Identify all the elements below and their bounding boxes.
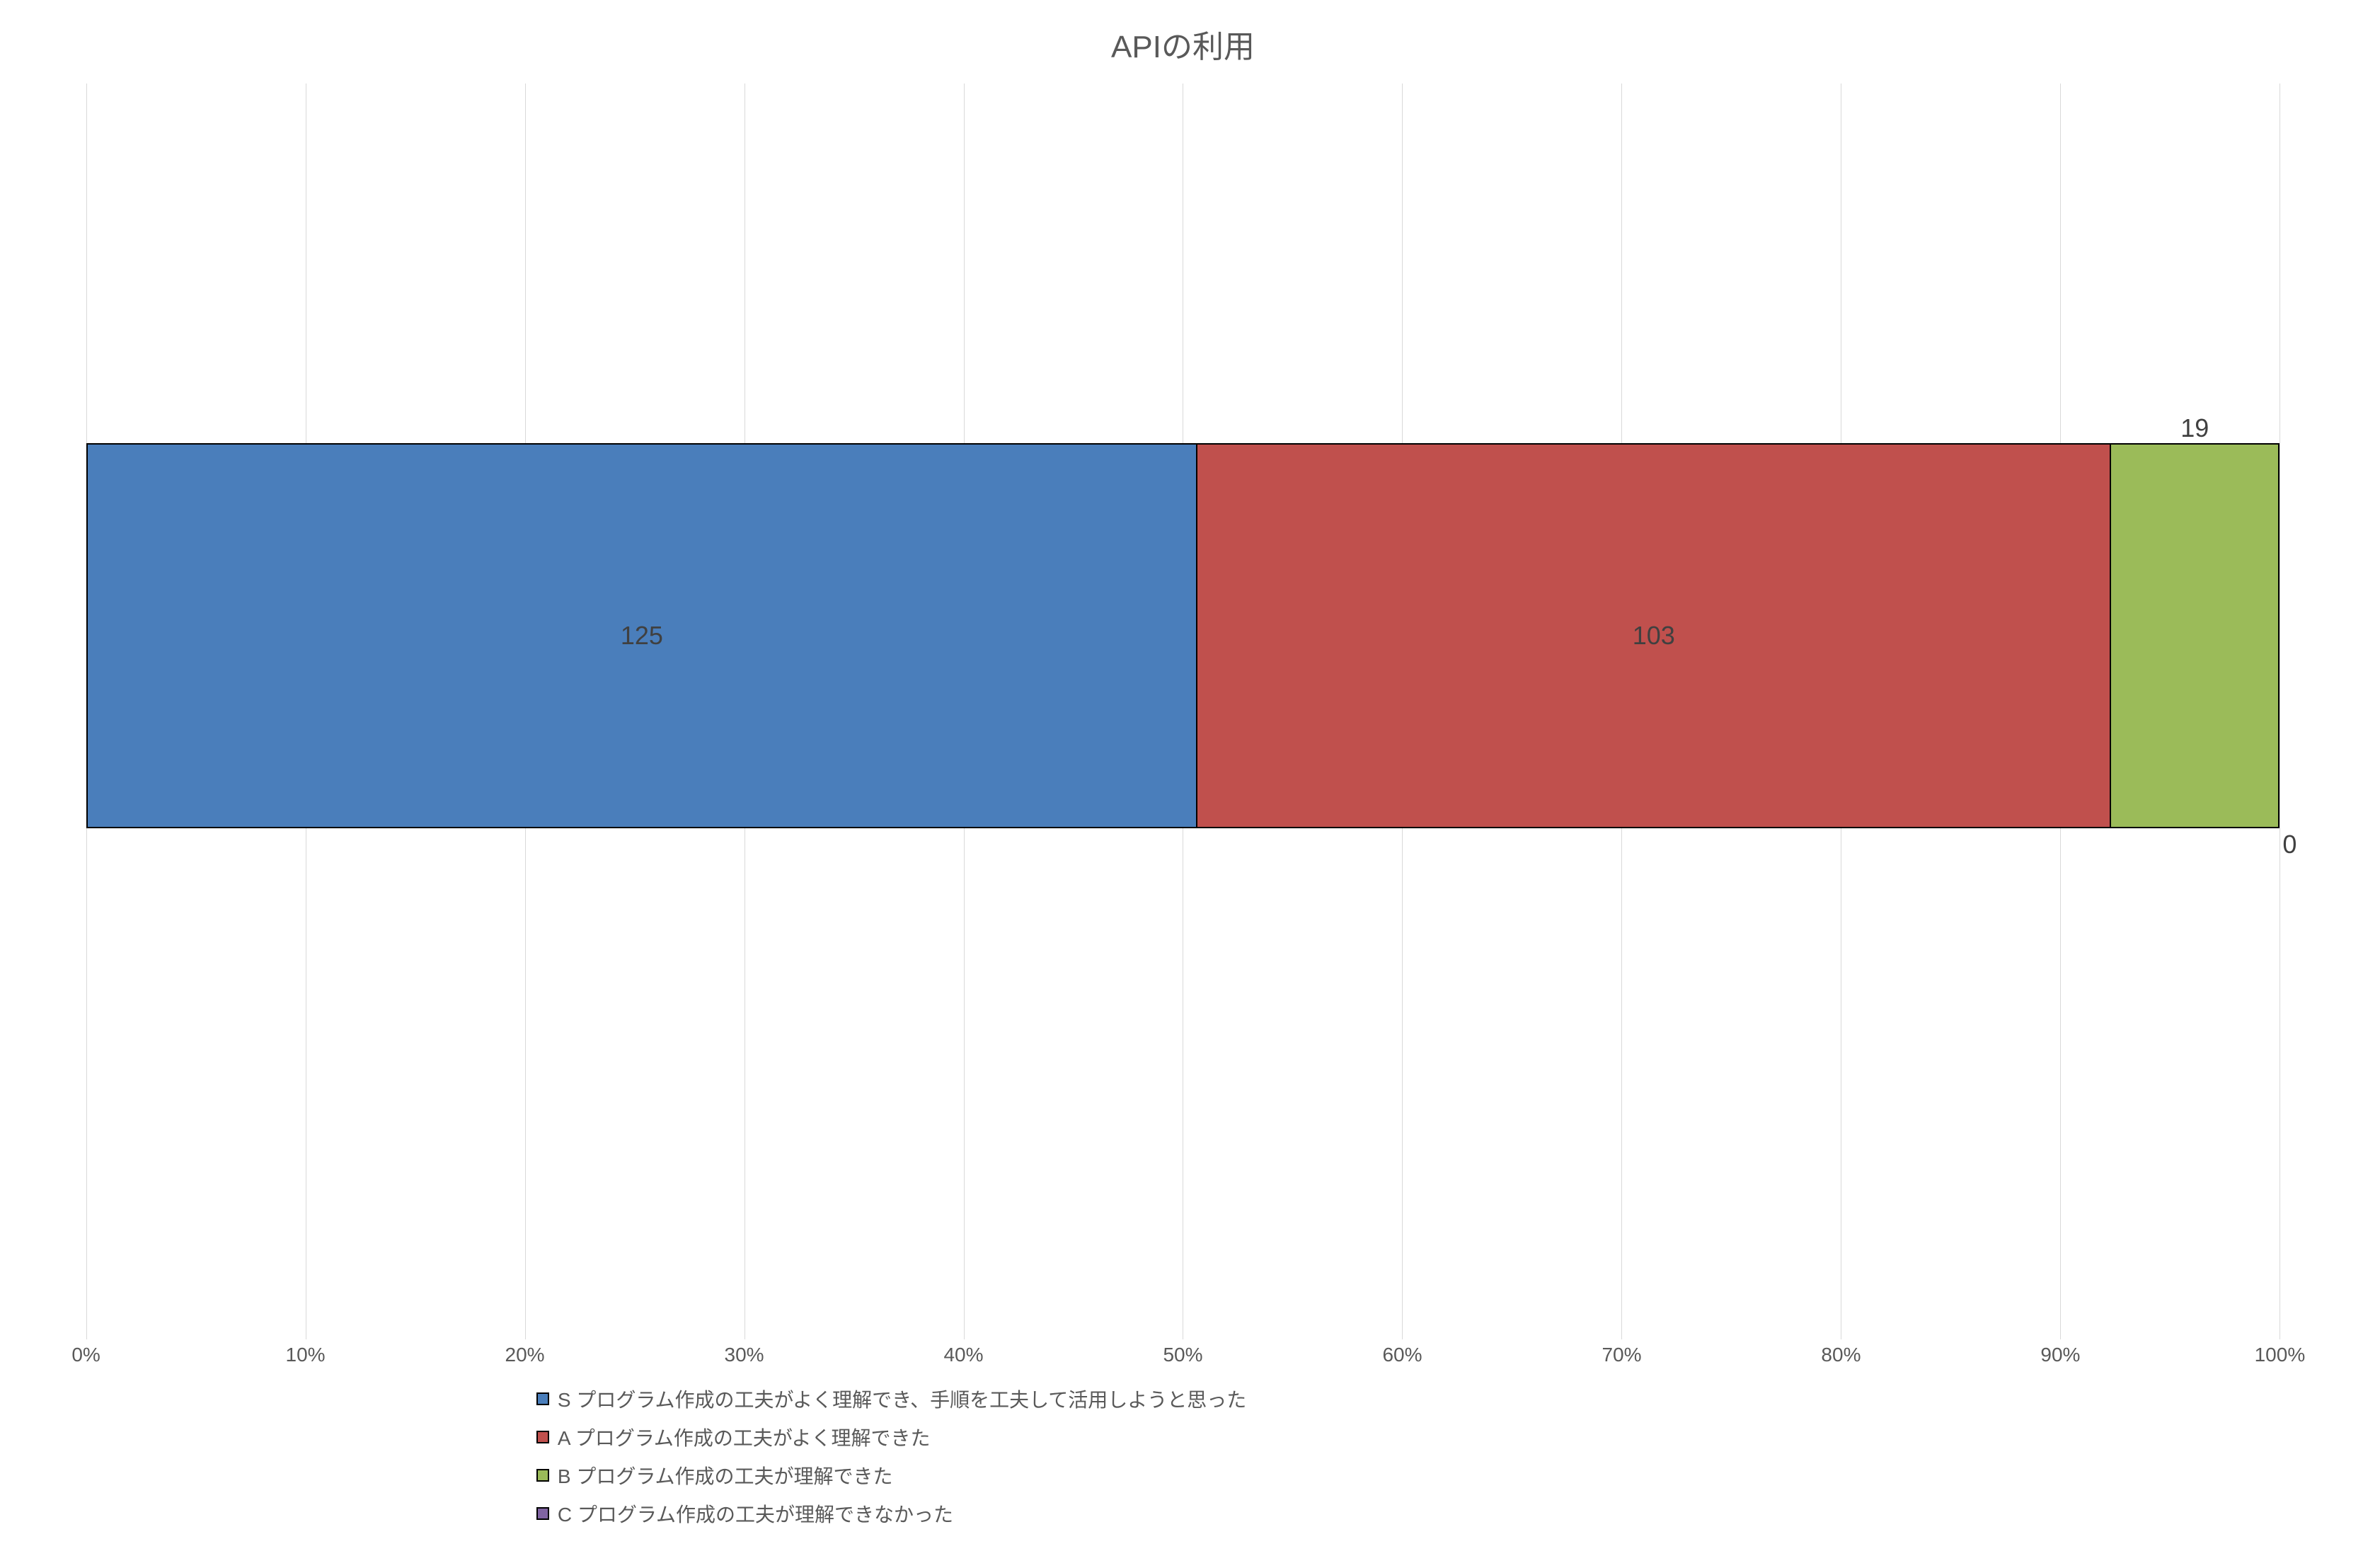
x-axis-tick-label: 30% <box>724 1344 764 1366</box>
x-axis-tick-label: 40% <box>943 1344 983 1366</box>
legend-item-S: S プログラム作成の工夫がよく理解でき、手順を工夫して活用しようと思った <box>536 1385 1246 1413</box>
data-label: 103 <box>1633 621 1675 651</box>
bar-segment-S: 125 <box>88 445 1197 827</box>
x-axis-tick-label: 20% <box>505 1344 545 1366</box>
x-axis-tick-label: 0% <box>71 1344 100 1366</box>
legend-item-A: A プログラム作成の工夫がよく理解できた <box>536 1423 931 1451</box>
chart-title: APIの利用 <box>28 21 2338 67</box>
data-label: 125 <box>621 621 663 651</box>
legend-label: S プログラム作成の工夫がよく理解でき、手順を工夫して活用しようと思った <box>558 1385 1246 1413</box>
bar-segment-B: 19 <box>2110 445 2278 827</box>
x-axis-tick-label: 50% <box>1163 1344 1202 1366</box>
legend-label: A プログラム作成の工夫がよく理解できた <box>558 1423 931 1451</box>
x-axis-tick-label: 80% <box>1821 1344 1861 1366</box>
legend-item-B: B プログラム作成の工夫が理解できた <box>536 1461 893 1489</box>
legend-label: B プログラム作成の工夫が理解できた <box>558 1461 893 1489</box>
bar-track: 12510319 0 <box>86 443 2280 828</box>
chart-container: APIの利用 125 103 19 0 0% 10% 20% 30% 40% 50% 60% 70… <box>0 0 2380 1556</box>
plot-area: 125 103 19 0 0% 10% 20% 30% 40% 50% 60% 70% 80% 90%… <box>28 84 2338 1368</box>
x-axis-tick-label: 70% <box>1602 1344 1641 1366</box>
x-axis-tick-label: 10% <box>286 1344 326 1366</box>
legend-item-C: C プログラム作成の工夫が理解できなかった <box>536 1499 953 1528</box>
data-label: 19 <box>2180 413 2209 443</box>
legend-swatch <box>536 1507 549 1520</box>
bar-segment-A: 103 <box>1196 445 2110 827</box>
legend-swatch <box>536 1469 549 1482</box>
x-axis-tick-label: 60% <box>1382 1344 1422 1366</box>
legend-swatch <box>536 1431 549 1443</box>
legend-swatch <box>536 1392 549 1405</box>
x-axis-tick-label: 90% <box>2040 1344 2080 1366</box>
x-axis-labels: 0% 10% 20% 30% 40% 50% 60% 70% 80% 90% 100% <box>28 1339 2338 1368</box>
legend-label: C プログラム作成の工夫が理解できなかった <box>558 1499 953 1528</box>
legend: S プログラム作成の工夫がよく理解でき、手順を工夫して活用しようと思った A プロ… <box>28 1385 2338 1542</box>
data-label-zero: 0 <box>2282 830 2296 859</box>
stacked-bar: 125 103 19 <box>86 443 2280 828</box>
x-axis-tick-label: 100% <box>2255 1344 2306 1366</box>
